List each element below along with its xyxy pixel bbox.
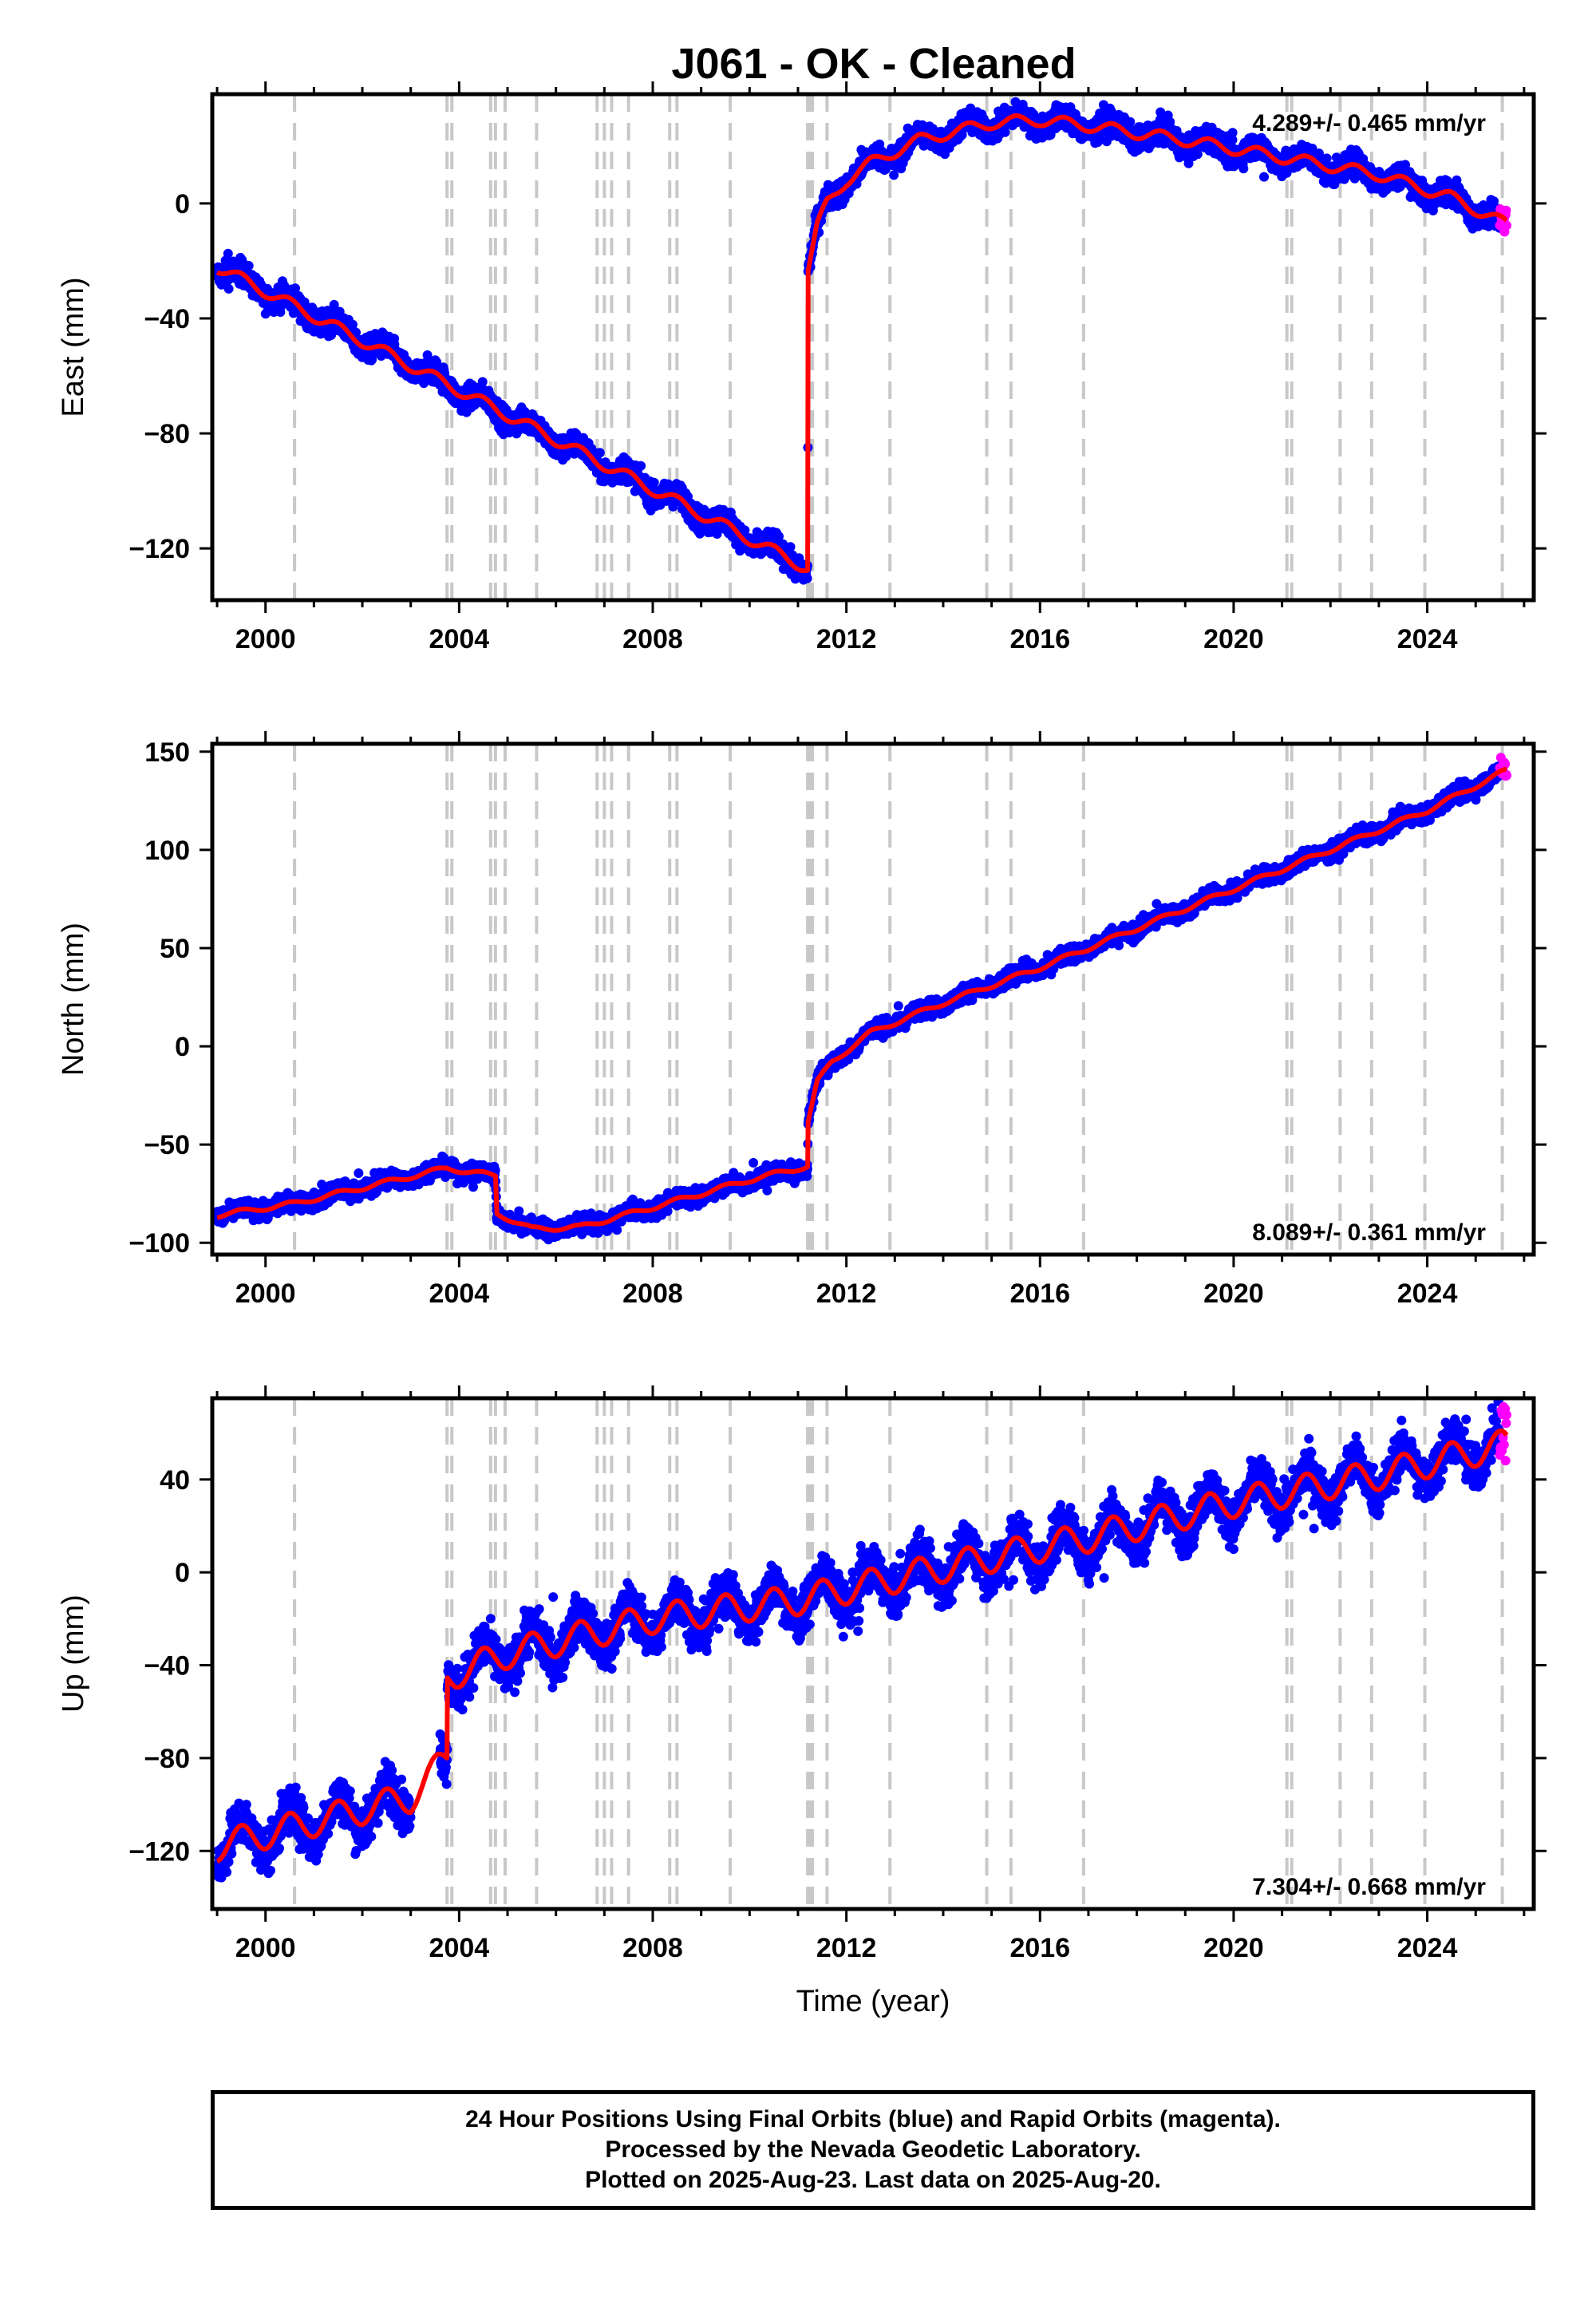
data-point <box>351 327 361 338</box>
data-point <box>432 357 442 367</box>
x-tick-label: 2020 <box>1203 624 1264 654</box>
x-tick-label: 2000 <box>235 624 296 654</box>
data-point <box>712 529 722 539</box>
final-orbit-points <box>212 761 1505 1245</box>
x-tick-label: 2012 <box>816 624 877 654</box>
data-point <box>1183 158 1194 168</box>
data-point <box>785 542 796 552</box>
data-point <box>477 377 488 387</box>
y-tick-label: −120 <box>128 534 190 564</box>
x-tick-label: 2016 <box>1009 624 1070 654</box>
data-point <box>1501 205 1511 215</box>
data-point <box>595 448 605 458</box>
data-point <box>1502 220 1511 231</box>
plot-area <box>212 94 1511 600</box>
model-fit-line <box>215 113 1509 574</box>
x-tick-label: 2024 <box>1397 624 1458 654</box>
data-point <box>1396 160 1406 171</box>
data-point <box>348 319 358 330</box>
panels: 2000 2004 2008 2012 2016 2020 2024 −120 −80 −40 0 E… <box>57 81 1547 2018</box>
data-point <box>1216 152 1227 162</box>
data-point <box>802 573 812 583</box>
y-axis-title: East (mm) <box>57 277 90 417</box>
data-point <box>223 248 233 259</box>
data-point <box>889 170 899 180</box>
data-point <box>1238 164 1249 174</box>
data-point <box>1045 130 1056 140</box>
data-point <box>243 261 254 271</box>
data-point <box>1098 100 1108 110</box>
figure-title: J061 - OK - Cleaned <box>671 40 1076 88</box>
rate-annotation: 4.289+/- 0.465 mm/yr <box>1252 110 1486 136</box>
data-point <box>636 460 646 471</box>
panel-north: 2000 2004 2008 2012 2016 2020 2024−100−5005010… <box>57 731 1547 1309</box>
data-point <box>1227 128 1238 138</box>
panel-east: 2000 2004 2008 2012 2016 2020 2024 −120 −80 −40 0 E… <box>57 81 1547 654</box>
x-tick-label: 2008 <box>622 624 683 654</box>
data-point <box>856 144 867 155</box>
data-point <box>1106 105 1116 116</box>
data-point <box>329 299 339 310</box>
y-tick-label: −80 <box>144 419 190 449</box>
y-tick-label: 0 <box>175 189 190 219</box>
data-point <box>479 385 489 395</box>
x-tick-label: 2004 <box>429 624 490 654</box>
data-point <box>428 377 437 387</box>
data-point <box>367 354 377 365</box>
plot-area <box>212 744 1511 1255</box>
y-tick-label: −40 <box>144 304 190 334</box>
data-point <box>1259 172 1269 182</box>
data-point <box>223 283 234 294</box>
